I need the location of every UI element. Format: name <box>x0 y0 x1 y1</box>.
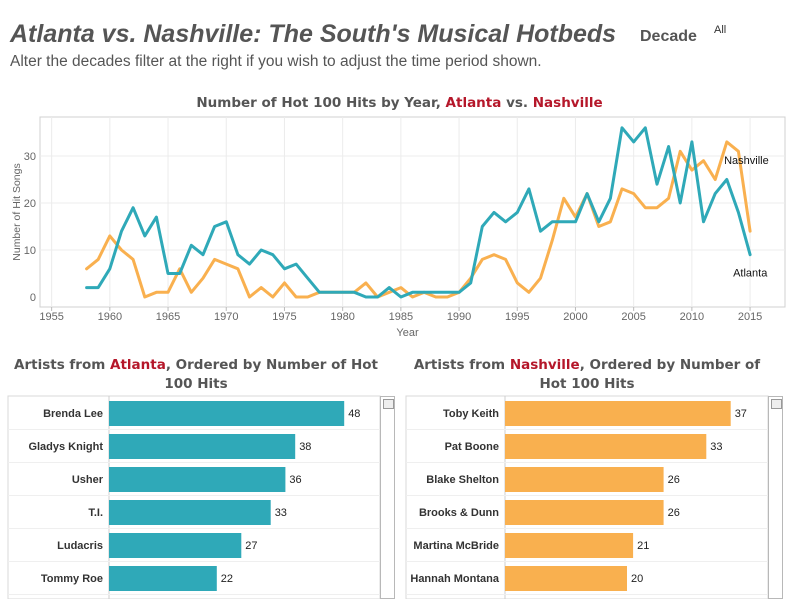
atlanta-scrollbar[interactable] <box>380 396 395 599</box>
nashville-scrollbar[interactable] <box>768 396 783 599</box>
bar <box>109 500 271 525</box>
atlanta-bars-city: Atlanta <box>110 357 166 373</box>
y-tick-label: 20 <box>24 198 36 210</box>
annotation-atlanta: Atlanta <box>733 268 768 280</box>
dashboard-title: Atlanta vs. Nashville: The South's Music… <box>10 20 617 48</box>
bar-value-label: 21 <box>637 540 649 552</box>
bar-value-label: 26 <box>668 507 680 519</box>
x-tick-label: 1970 <box>214 311 238 323</box>
x-tick-label: 1990 <box>447 311 471 323</box>
annotation-nashville: Nashville <box>724 155 769 167</box>
nashville-bars-title: Artists from Nashville, Ordered by Numbe… <box>413 357 761 392</box>
y-tick-label: 30 <box>24 151 36 163</box>
line-chart[interactable]: 0 10 20 30 1955 1960 1965 1970 1975 1980 1985 1990 1… <box>0 0 799 345</box>
x-tick-label: 2015 <box>738 311 762 323</box>
x-tick-label: 2005 <box>621 311 645 323</box>
x-tick-label: 2010 <box>680 311 704 323</box>
bar-category-label: Hannah Montana <box>410 573 499 585</box>
x-axis-label: Year <box>396 327 419 339</box>
bar-category-label: Brooks & Dunn <box>419 507 499 519</box>
bar-category-label: Blake Shelton <box>426 474 499 486</box>
bar-value-label: 37 <box>735 408 747 420</box>
atlanta-scroll-thumb[interactable] <box>383 399 394 409</box>
series-line-atlanta <box>85 126 752 299</box>
line-chart-title: Number of Hot 100 Hits by Year, Atlanta … <box>196 95 603 111</box>
decade-filter-label: Decade <box>640 28 697 45</box>
y-tick-label: 10 <box>24 245 36 257</box>
bar-value-label: 20 <box>631 573 643 585</box>
title-atlanta-highlight: Atlanta <box>445 95 502 111</box>
bar-value-label: 38 <box>299 441 311 453</box>
decade-filter-value[interactable]: All <box>714 24 727 36</box>
bar <box>109 434 296 459</box>
x-tick-label: 1985 <box>389 311 413 323</box>
bar-category-label: T.I. <box>88 507 103 519</box>
plot-area <box>39 116 786 308</box>
y-tick-label: 0 <box>30 292 36 304</box>
nashville-bars-city: Nashville <box>509 357 580 373</box>
bar <box>109 467 286 492</box>
dashboard-subtitle: Alter the decades filter at the right if… <box>10 53 542 70</box>
atlanta-bars-title: Artists from Atlanta, Ordered by Number … <box>14 357 378 392</box>
bar <box>109 566 217 591</box>
y-axis-label: Number of Hit Songs <box>11 163 23 260</box>
bar <box>505 401 731 426</box>
x-tick-label: 1995 <box>505 311 529 323</box>
bar-category-label: Pat Boone <box>445 441 499 453</box>
bar-category-label: Usher <box>72 474 104 486</box>
bar <box>505 566 627 591</box>
bar-category-label: Brenda Lee <box>43 408 103 420</box>
bar-category-label: Martina McBride <box>413 540 499 552</box>
bar-category-label: Gladys Knight <box>28 441 103 453</box>
bar <box>505 500 664 525</box>
bar <box>505 467 664 492</box>
bar-value-label: 27 <box>245 540 257 552</box>
title-nashville-highlight: Nashville <box>532 95 603 111</box>
bar <box>505 533 634 558</box>
nashville-scroll-thumb[interactable] <box>771 399 782 409</box>
atlanta-bar-chart[interactable]: Brenda Lee 48 Gladys Knight 38 Usher 36 T.I. 33… <box>0 395 381 599</box>
bar-value-label: 33 <box>710 441 722 453</box>
bar <box>109 401 345 426</box>
bar-value-label: 36 <box>289 474 301 486</box>
x-tick-label: 1960 <box>98 311 122 323</box>
bar-category-label: Ludacris <box>57 540 103 552</box>
x-tick-label: 1965 <box>156 311 180 323</box>
bar <box>505 434 707 459</box>
series-line-nashville <box>85 140 752 299</box>
x-tick-label: 2000 <box>563 311 587 323</box>
bar-value-label: 26 <box>668 474 680 486</box>
bar-category-label: Tommy Roe <box>41 573 103 585</box>
bar-category-label: Toby Keith <box>443 408 499 420</box>
x-tick-label: 1975 <box>272 311 296 323</box>
bar-value-label: 33 <box>275 507 287 519</box>
bar-value-label: 22 <box>221 573 233 585</box>
nashville-bar-chart[interactable]: Toby Keith 37 Pat Boone 33 Blake Shelton 26 Br… <box>398 395 769 599</box>
bar-value-label: 48 <box>348 408 360 420</box>
bar <box>109 533 242 558</box>
x-tick-label: 1980 <box>330 311 354 323</box>
x-tick-label: 1955 <box>39 311 63 323</box>
